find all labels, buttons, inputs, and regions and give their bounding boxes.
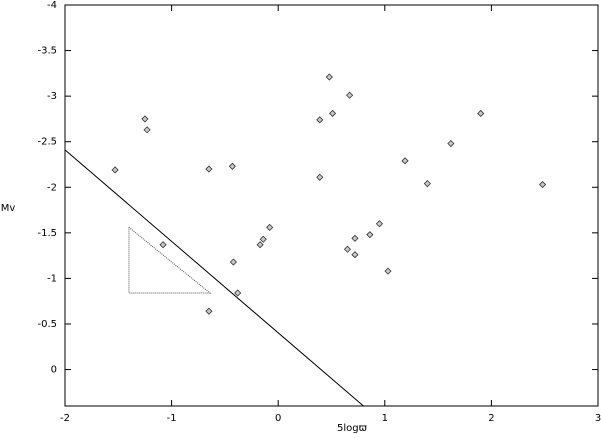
point bbox=[343, 245, 352, 253]
point bbox=[384, 267, 392, 275]
point bbox=[366, 231, 374, 239]
x-tick-label: -1 bbox=[167, 413, 177, 424]
y-tick-label: -1 bbox=[47, 273, 57, 284]
point bbox=[228, 162, 236, 170]
y-tick-label: -4 bbox=[47, 0, 57, 11]
x-tick-label: -2 bbox=[60, 413, 70, 424]
plot-frame bbox=[64, 4, 599, 407]
y-axis-label: Mv bbox=[1, 203, 16, 214]
point bbox=[375, 220, 384, 228]
y-tick-label: -2.5 bbox=[37, 137, 57, 148]
y-tick-label: -2 bbox=[47, 182, 57, 193]
point bbox=[256, 241, 264, 249]
point bbox=[259, 235, 267, 243]
point bbox=[205, 165, 213, 173]
point bbox=[539, 180, 547, 189]
x-tick-label: 2 bbox=[488, 413, 494, 424]
point bbox=[351, 251, 359, 259]
y-tick-label: -0.5 bbox=[37, 319, 57, 330]
point bbox=[141, 115, 149, 123]
point bbox=[477, 109, 485, 118]
point bbox=[346, 91, 354, 99]
y-tick-label: -3 bbox=[47, 91, 57, 102]
x-tick-label: 0 bbox=[275, 413, 281, 424]
point bbox=[401, 157, 409, 165]
triangle bbox=[128, 226, 212, 294]
point bbox=[316, 116, 324, 124]
point bbox=[316, 173, 324, 181]
y-tick-label: -1.5 bbox=[37, 228, 57, 239]
point bbox=[325, 73, 333, 81]
point bbox=[329, 109, 337, 118]
x-axis-label: 5logϖ bbox=[337, 423, 368, 434]
point bbox=[111, 166, 119, 174]
x-tick-label: 3 bbox=[595, 413, 601, 424]
point bbox=[423, 180, 432, 188]
point bbox=[351, 234, 359, 242]
point bbox=[229, 258, 237, 266]
point bbox=[266, 223, 274, 231]
point bbox=[234, 289, 242, 297]
point bbox=[205, 307, 213, 315]
point bbox=[143, 126, 151, 134]
point bbox=[447, 139, 455, 148]
y-tick-label: 0 bbox=[51, 365, 57, 376]
reference-line bbox=[64, 149, 364, 407]
x-tick-label: 1 bbox=[382, 413, 388, 424]
y-tick-label: -3.5 bbox=[37, 46, 57, 57]
point bbox=[159, 241, 167, 249]
